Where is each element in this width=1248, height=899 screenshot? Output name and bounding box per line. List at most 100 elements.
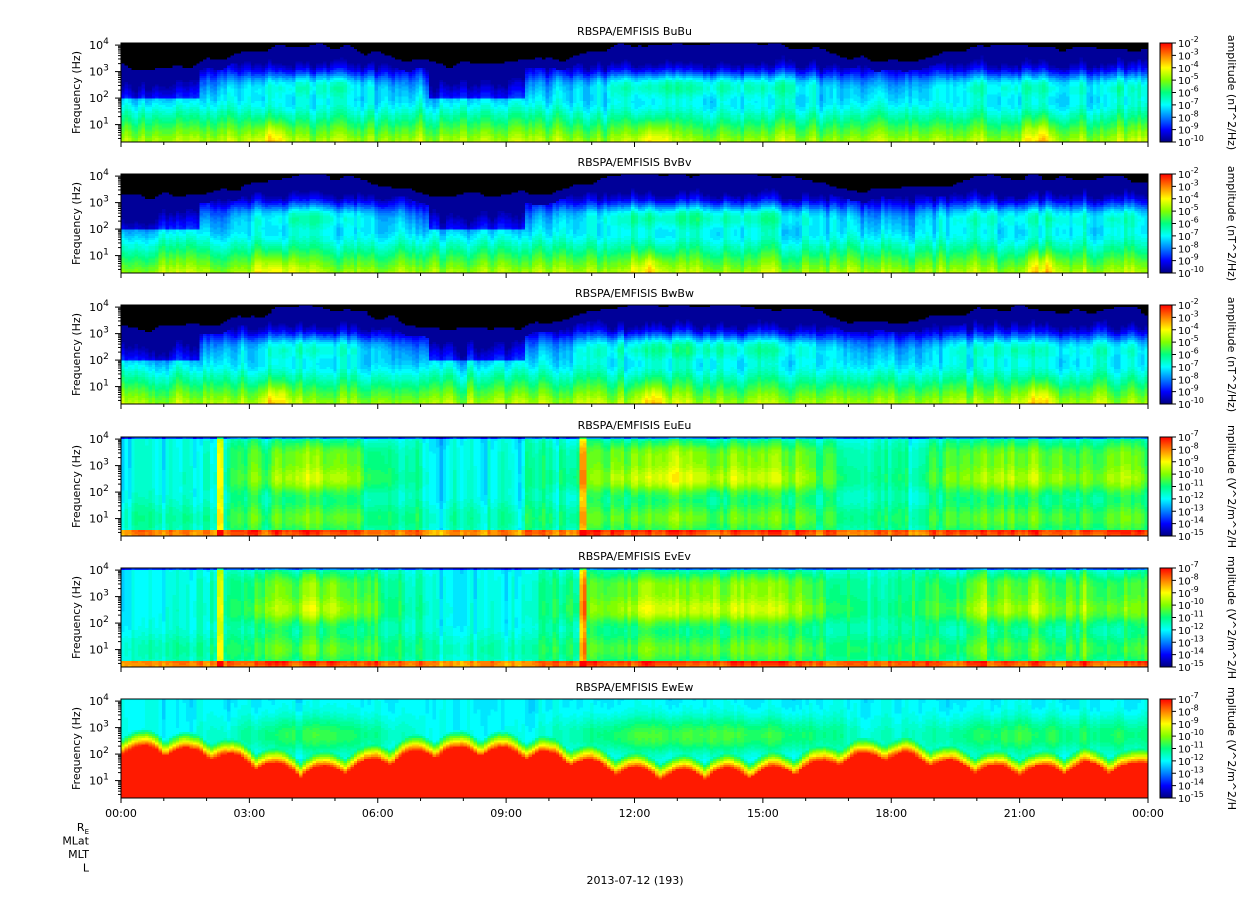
panel-2: RBSPA/EMFISIS BvBv 101 102 103 104 Frequency … bbox=[70, 156, 1238, 281]
x-tick-label: 18:00 bbox=[875, 807, 907, 820]
colorbar-tick-label: 10-6 bbox=[1178, 85, 1199, 100]
y-tick-label: 104 bbox=[89, 693, 109, 708]
colorbar-tick-label: 10-11 bbox=[1178, 741, 1204, 756]
y-tick-label: 104 bbox=[89, 299, 109, 314]
x-tick-label: 03:00 bbox=[234, 807, 266, 820]
y-axis-label: Frequency (Hz) bbox=[70, 707, 83, 790]
colorbar-tick-label: 10-13 bbox=[1178, 765, 1204, 780]
colorbar-tick-label: 10-7 bbox=[1178, 429, 1199, 444]
colorbar-tick-label: 10-3 bbox=[1178, 47, 1199, 62]
colorbar-tick-label: 10-8 bbox=[1178, 572, 1199, 587]
colorbar-tick-label: 10-6 bbox=[1178, 347, 1199, 362]
ephemeris-label: MLT bbox=[68, 848, 89, 861]
colorbar-tick-label: 10-10 bbox=[1178, 396, 1204, 411]
colorbar-tick-label: 10-14 bbox=[1178, 778, 1204, 793]
colorbar-tick-label: 10-5 bbox=[1178, 72, 1199, 87]
colorbar-tick-label: 10-2 bbox=[1178, 166, 1199, 181]
spectrogram-cells bbox=[121, 305, 1149, 405]
x-tick-label: 09:00 bbox=[490, 807, 522, 820]
spectrogram-cells bbox=[121, 43, 1149, 143]
colorbar: 10-710-810-910-1010-1110-1210-1310-1410-… bbox=[1159, 556, 1238, 679]
y-axis-label: Frequency (Hz) bbox=[70, 51, 83, 134]
y-tick-label: 104 bbox=[89, 37, 109, 52]
colorbar-tick-label: 10-9 bbox=[1178, 585, 1199, 600]
colorbar-label: mplitude (V^2/m^2/H bbox=[1225, 687, 1238, 810]
colorbar-tick-label: 10-2 bbox=[1178, 35, 1199, 50]
y-tick-label: 104 bbox=[89, 168, 109, 183]
colorbar-tick-label: 10-5 bbox=[1178, 203, 1199, 218]
colorbar-tick-label: 10-10 bbox=[1178, 134, 1204, 149]
y-tick-label: 101 bbox=[89, 117, 109, 132]
colorbar-tick-label: 10-8 bbox=[1178, 371, 1199, 386]
colorbar: 10-210-310-410-510-610-710-810-910-10 amp… bbox=[1159, 297, 1238, 412]
colorbar-tick-label: 10-5 bbox=[1178, 334, 1199, 349]
colorbar-tick-label: 10-9 bbox=[1178, 384, 1199, 399]
ephemeris-label: MLat bbox=[62, 835, 89, 848]
y-axis-label: Frequency (Hz) bbox=[70, 313, 83, 396]
colorbar-tick-label: 10-9 bbox=[1178, 716, 1199, 731]
ephemeris-label: RE bbox=[77, 821, 89, 836]
y-tick-label: 101 bbox=[89, 248, 109, 263]
y-tick-label: 101 bbox=[89, 379, 109, 394]
colorbar: 10-710-810-910-1010-1110-1210-1310-1410-… bbox=[1159, 687, 1238, 810]
colorbar-tick-label: 10-9 bbox=[1178, 253, 1199, 268]
panel-title: RBSPA/EMFISIS BvBv bbox=[578, 156, 692, 169]
x-tick-label: 00:00 bbox=[105, 807, 137, 820]
date-label: 2013-07-12 (193) bbox=[586, 874, 683, 887]
colorbar-tick-label: 10-3 bbox=[1178, 178, 1199, 193]
colorbar-tick-label: 10-4 bbox=[1178, 322, 1199, 337]
colorbar: 10-710-810-910-1010-1110-1210-1310-1410-… bbox=[1159, 425, 1238, 548]
y-tick-label: 103 bbox=[89, 195, 109, 210]
y-tick-label: 104 bbox=[89, 562, 109, 577]
y-tick-label: 102 bbox=[89, 746, 109, 761]
y-tick-label: 101 bbox=[89, 642, 109, 657]
colorbar-tick-label: 10-15 bbox=[1178, 528, 1204, 543]
spectrogram-cells bbox=[121, 174, 1149, 274]
colorbar-tick-label: 10-10 bbox=[1178, 597, 1204, 612]
panel-title: RBSPA/EMFISIS EvEv bbox=[578, 550, 691, 563]
colorbar-tick-label: 10-8 bbox=[1178, 703, 1199, 718]
colorbar-tick-label: 10-12 bbox=[1178, 622, 1204, 637]
x-tick-label: 12:00 bbox=[619, 807, 651, 820]
colorbar-tick-label: 10-11 bbox=[1178, 610, 1204, 625]
y-tick-label: 103 bbox=[89, 458, 109, 473]
panel-1: RBSPA/EMFISIS BuBu 101 102 103 104 Frequency … bbox=[70, 25, 1238, 150]
y-tick-label: 101 bbox=[89, 773, 109, 788]
colorbar-tick-label: 10-7 bbox=[1178, 97, 1199, 112]
colorbar-label: mplitude (V^2/m^2/H bbox=[1225, 556, 1238, 679]
colorbar-label: amplitude (nT^2/Hz) bbox=[1225, 297, 1238, 412]
colorbar-tick-label: 10-3 bbox=[1178, 309, 1199, 324]
panel-3: RBSPA/EMFISIS BwBw 101 102 103 104 Frequency … bbox=[70, 287, 1238, 412]
panel-title: RBSPA/EMFISIS EwEw bbox=[576, 681, 694, 694]
y-tick-label: 102 bbox=[89, 221, 109, 236]
ephemeris-label: L bbox=[83, 862, 90, 875]
colorbar-tick-label: 10-12 bbox=[1178, 753, 1204, 768]
colorbar-tick-label: 10-8 bbox=[1178, 441, 1199, 456]
colorbar-tick-label: 10-8 bbox=[1178, 109, 1199, 124]
y-tick-label: 103 bbox=[89, 720, 109, 735]
colorbar-tick-label: 10-4 bbox=[1178, 60, 1199, 75]
panels-group: RBSPA/EMFISIS BuBu 101 102 103 104 Frequency … bbox=[70, 25, 1238, 810]
y-tick-label: 102 bbox=[89, 352, 109, 367]
x-tick-label: 06:00 bbox=[362, 807, 394, 820]
colorbar-tick-label: 10-4 bbox=[1178, 191, 1199, 206]
colorbar-tick-label: 10-11 bbox=[1178, 479, 1204, 494]
spectrogram-cells bbox=[121, 568, 1149, 668]
colorbar-tick-label: 10-12 bbox=[1178, 491, 1204, 506]
y-axis-label: Frequency (Hz) bbox=[70, 576, 83, 659]
panel-6: RBSPA/EMFISIS EwEw 101 102 103 104 Frequency … bbox=[70, 681, 1238, 810]
panel-title: RBSPA/EMFISIS EuEu bbox=[578, 419, 692, 432]
colorbar-tick-label: 10-10 bbox=[1178, 728, 1204, 743]
colorbar-tick-label: 10-7 bbox=[1178, 691, 1199, 706]
x-tick-label: 15:00 bbox=[747, 807, 779, 820]
y-tick-label: 103 bbox=[89, 589, 109, 604]
panel-4: RBSPA/EMFISIS EuEu 101 102 103 104 Frequency … bbox=[70, 419, 1238, 548]
y-tick-label: 102 bbox=[89, 484, 109, 499]
colorbar-tick-label: 10-7 bbox=[1178, 228, 1199, 243]
colorbar-tick-label: 10-14 bbox=[1178, 647, 1204, 662]
y-tick-label: 102 bbox=[89, 615, 109, 630]
time-axis: 00:00 03:00 06:00 09:00 12:00 15:00 18:00 21:00… bbox=[105, 807, 1164, 820]
colorbar-tick-label: 10-13 bbox=[1178, 503, 1204, 518]
